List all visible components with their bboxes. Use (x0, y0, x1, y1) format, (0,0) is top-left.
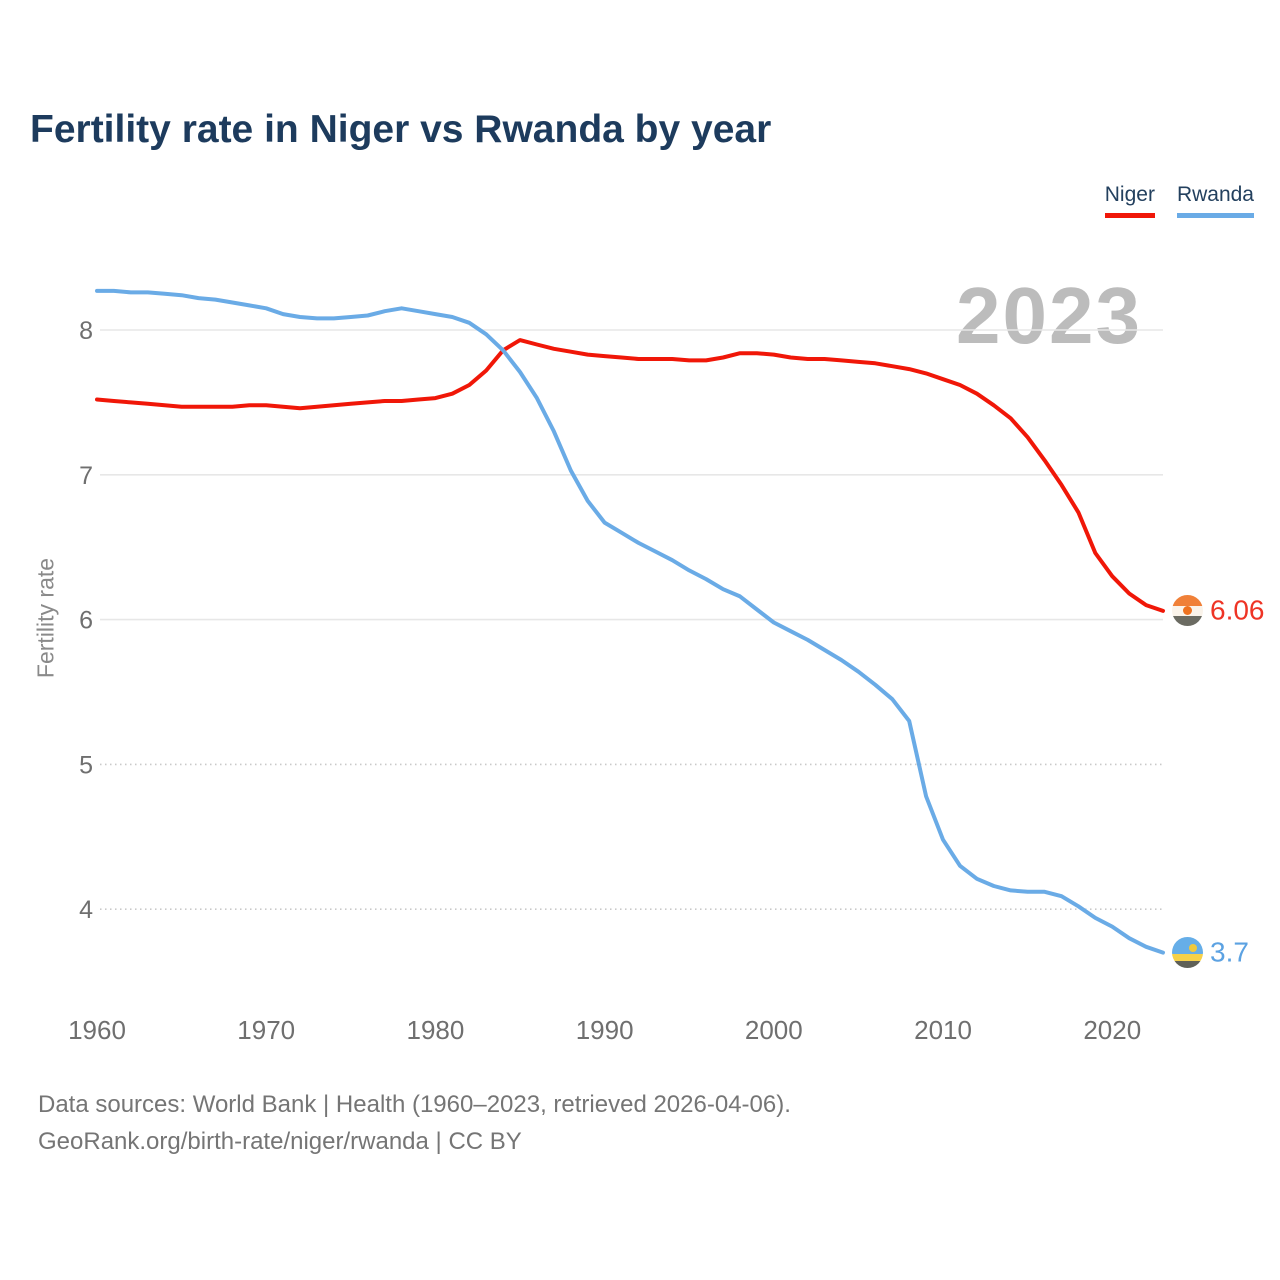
year-watermark: 2023 (956, 271, 1142, 360)
series-line-rwanda (95, 288, 1165, 955)
license-line: GeoRank.org/birth-rate/niger/rwanda | CC… (38, 1128, 522, 1155)
legend-item-rwanda[interactable]: Rwanda (1176, 183, 1254, 219)
rwanda-end-value: 3.7 (1210, 935, 1249, 967)
y-tick-label: 8 (79, 317, 93, 345)
source-line: Data sources: World Bank | Health (1960–… (38, 1091, 791, 1118)
source-attribution: Data sources: World Bank | Health (1960–… (38, 1086, 791, 1160)
page-title: Fertility rate in Niger vs Rwanda by yea… (30, 108, 772, 151)
y-axis-title: Fertility rate (32, 557, 59, 679)
x-tick-label: 1960 (68, 1015, 126, 1045)
x-tick-label: 1990 (576, 1015, 634, 1045)
niger-flag-icon (1172, 595, 1203, 627)
x-tick-label: 1980 (406, 1015, 464, 1045)
x-tick-label: 1970 (237, 1015, 295, 1045)
niger-end-value: 6.06 (1210, 594, 1265, 626)
y-tick-label: 4 (79, 896, 93, 924)
y-tick-label: 6 (79, 607, 93, 635)
x-tick-label: 2000 (745, 1015, 803, 1045)
y-tick-label: 7 (79, 462, 93, 490)
x-tick-label: 2020 (1083, 1015, 1141, 1045)
legend-item-niger[interactable]: Niger (1104, 183, 1155, 219)
rwanda-flag-icon (1172, 937, 1203, 969)
y-tick-label: 5 (79, 751, 93, 779)
series-line-niger (95, 338, 1165, 613)
fertility-line-chart: 8 7 6 5 4 1960 1970 1980 1990 2000 2010 2020 (68, 288, 1165, 1045)
legend: Niger Rwanda (1104, 183, 1254, 219)
x-tick-label: 2010 (914, 1015, 972, 1045)
